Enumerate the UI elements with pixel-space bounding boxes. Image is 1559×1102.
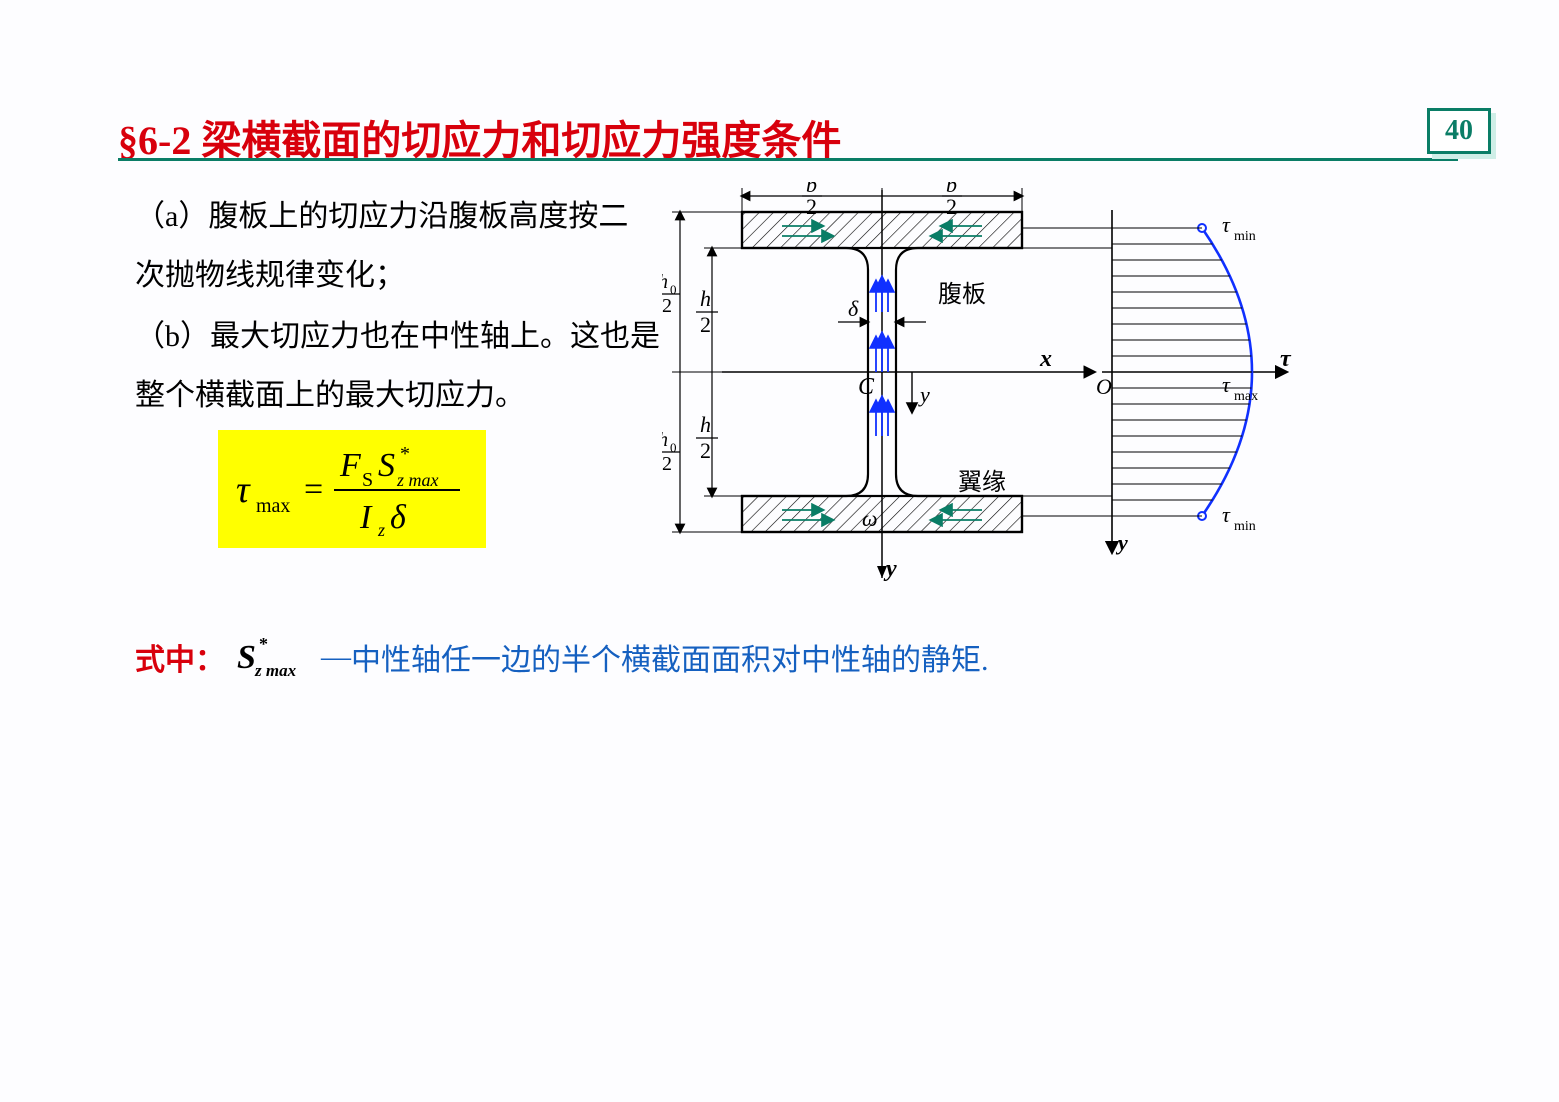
footer-label: 式中： — [135, 635, 225, 679]
svg-text:2: 2 — [700, 438, 711, 463]
svg-text:2: 2 — [700, 312, 711, 337]
label-web: 腹板 — [938, 281, 986, 308]
footer-dash: — — [321, 640, 351, 674]
svg-text:2: 2 — [806, 194, 817, 219]
svg-text:h: h — [662, 429, 668, 451]
svg-text:τ: τ — [1222, 502, 1231, 527]
label-C: C — [858, 374, 875, 400]
footer-text: 中性轴任一边的半个横截面面积对中性轴的静矩. — [351, 635, 989, 679]
label-omega: ω — [862, 506, 878, 531]
web-arrows — [876, 278, 888, 436]
eq-F-sub: S — [362, 469, 373, 491]
shear-distribution-plot: O τ y τ min τ max τ min — [1022, 210, 1292, 555]
svg-text:min: min — [1234, 229, 1256, 244]
footer-definition: 式中： S * z max — 中性轴任一边的半个横截面面积对中性轴的静矩. — [135, 632, 989, 682]
svg-text:2: 2 — [662, 295, 672, 317]
footer-S-sub: z max — [254, 661, 297, 680]
label-O: O — [1096, 374, 1112, 399]
svg-text:2: 2 — [662, 453, 672, 475]
footer-symbol: S * z max — [225, 632, 321, 682]
eq-I: I — [359, 499, 373, 536]
svg-text:τ: τ — [1222, 212, 1231, 237]
svg-text:h: h — [700, 412, 711, 437]
dim-h0-upper-label: h0 2 — [662, 271, 680, 317]
dim-h0-lower-label: h0 2 — [662, 429, 680, 475]
equation-tau-max: τ max = F S S * z max I z δ — [232, 440, 472, 540]
eq-S: S — [378, 447, 395, 484]
svg-text:min: min — [1234, 519, 1256, 534]
eq-tau-sub: max — [256, 495, 290, 517]
label-tau-min-top: τ min — [1222, 212, 1256, 244]
svg-text:h: h — [662, 271, 668, 293]
label-y-local: y — [918, 382, 930, 407]
eq-S-sub: z max — [396, 470, 439, 490]
header: §6-2 梁横截面的切应力和切应力强度条件 — [118, 108, 1509, 166]
label-tau-axis: τ — [1280, 346, 1292, 372]
label-y-plot: y — [1115, 530, 1128, 555]
title-underline — [118, 158, 1458, 161]
svg-text:h: h — [700, 286, 711, 311]
dim-h-upper-label: h 2 — [696, 286, 718, 337]
eq-F: F — [339, 447, 362, 484]
slide: §6-2 梁横截面的切应力和切应力强度条件 40 （a）腹板上的切应力沿腹板高度… — [0, 0, 1559, 1102]
paragraph-b: （b）最大切应力也在中性轴上。这也是整个横截面上的最大切应力。 — [135, 308, 675, 425]
equation-highlight: τ max = F S S * z max I z δ — [218, 430, 486, 548]
eq-tau: τ — [236, 469, 251, 511]
svg-text:max: max — [1234, 389, 1258, 404]
page-number: 40 — [1445, 115, 1473, 147]
svg-text:δ: δ — [848, 296, 859, 321]
label-tau-min-bottom: τ min — [1222, 502, 1256, 534]
footer-S: S — [237, 639, 256, 676]
label-x: x — [1039, 346, 1052, 372]
eq-S-sup: * — [400, 443, 410, 465]
eq-equals: = — [304, 471, 323, 508]
eq-I-sub: z — [377, 520, 385, 540]
label-flange: 翼缘 — [958, 469, 1006, 496]
shear-hatch-lines — [1112, 228, 1252, 516]
page-number-badge: 40 — [1427, 108, 1491, 154]
footer-S-sup: * — [259, 634, 268, 654]
svg-text:τ: τ — [1222, 372, 1231, 397]
i-beam-diagram: b 2 b 2 h0 2 h0 2 h 2 — [662, 182, 1302, 592]
svg-text:2: 2 — [946, 194, 957, 219]
eq-delta: δ — [390, 499, 407, 536]
paragraph-a: （a）腹板上的切应力沿腹板高度按二次抛物线规律变化； — [135, 188, 655, 305]
dim-h-lower-label: h 2 — [696, 412, 718, 463]
